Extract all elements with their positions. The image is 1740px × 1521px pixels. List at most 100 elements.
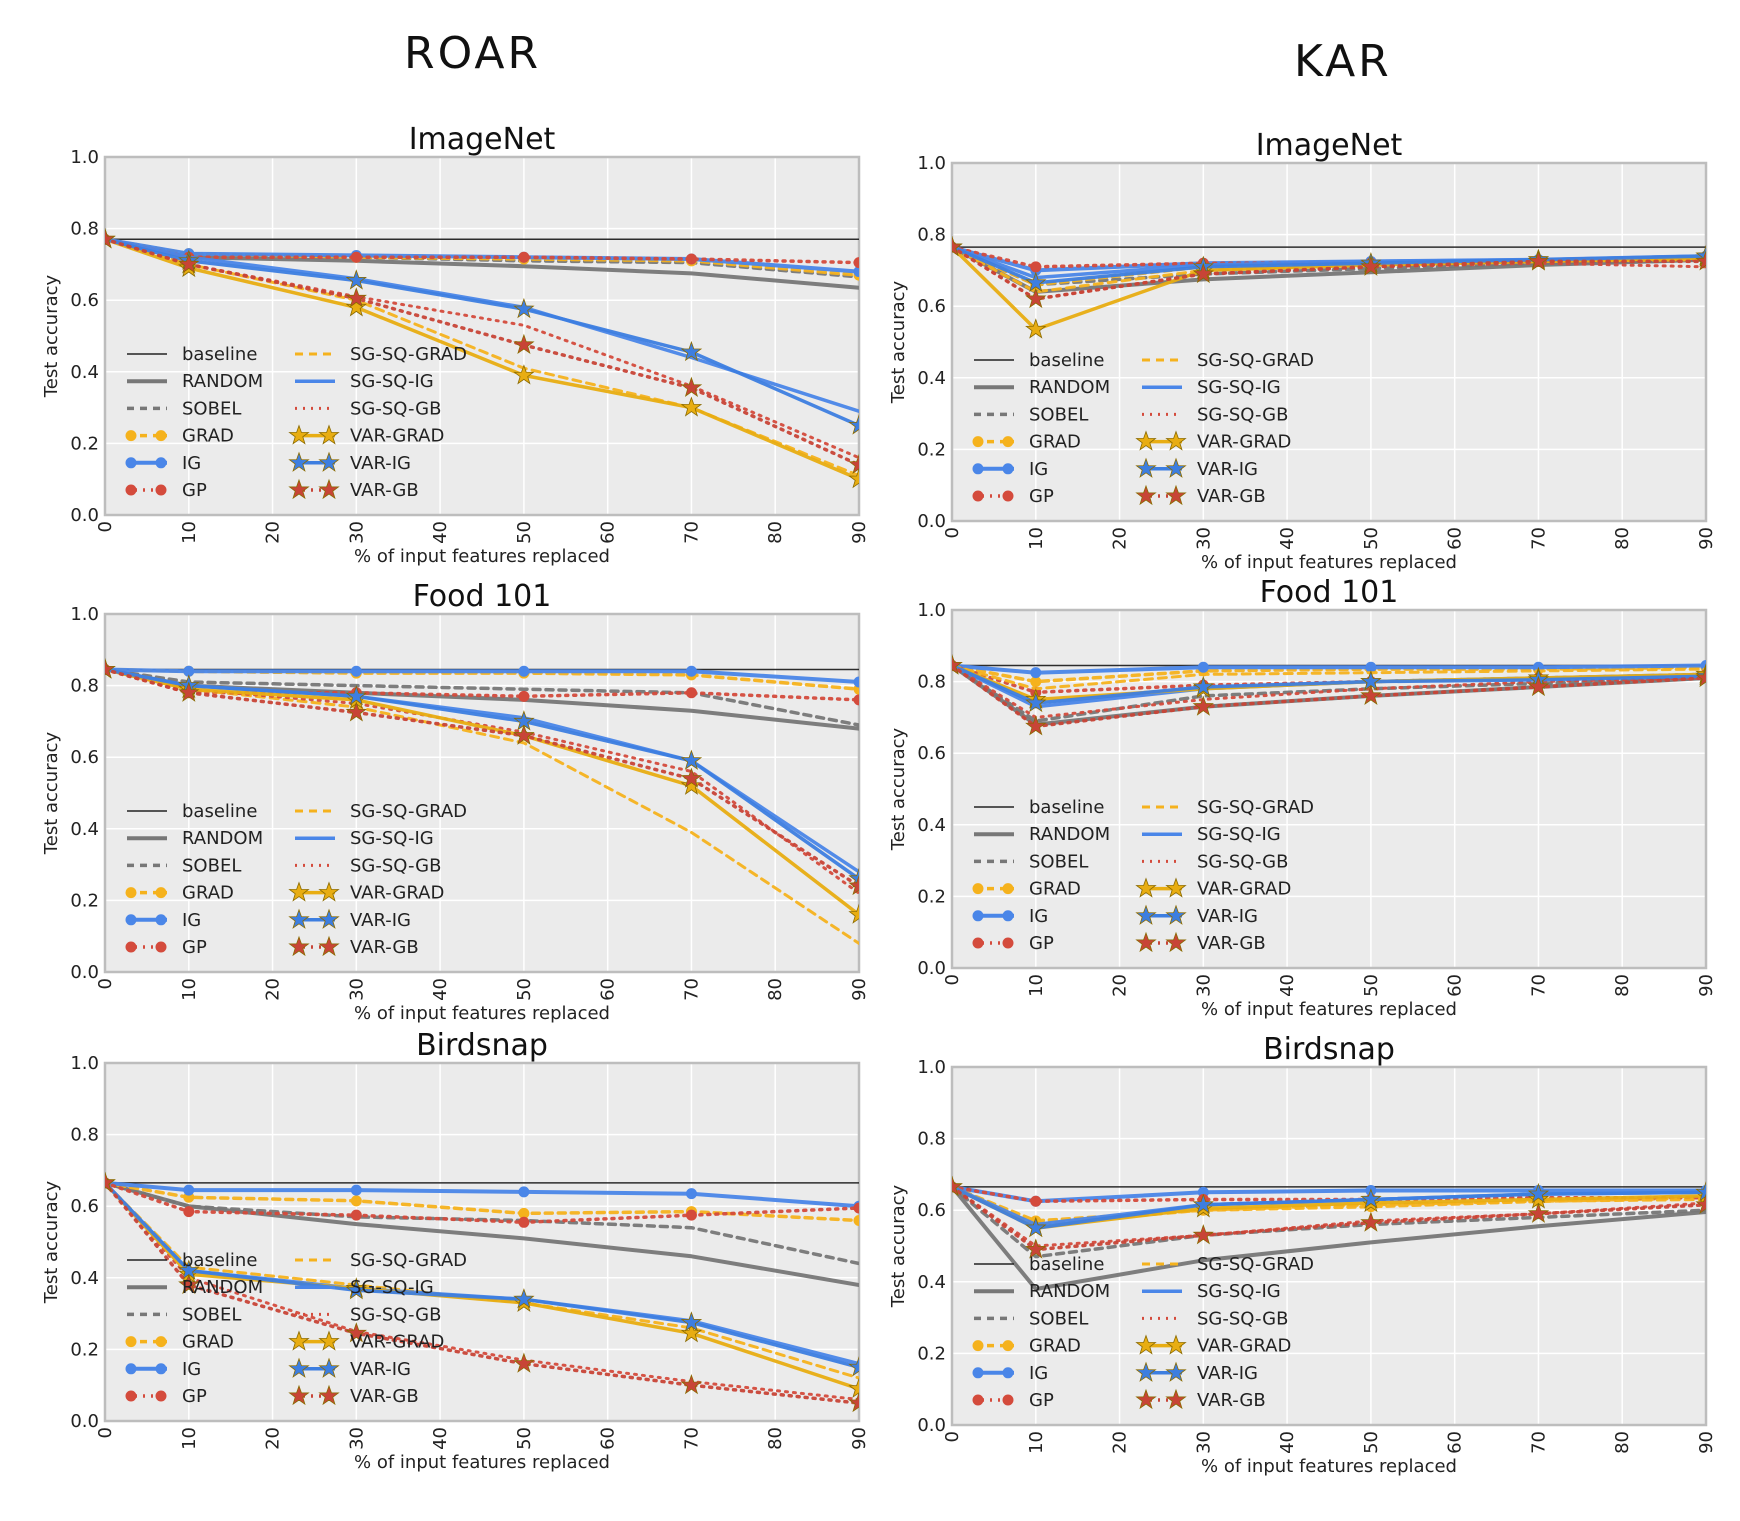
x-tick-label: 80 [765, 1427, 786, 1450]
point-var-grad [848, 467, 859, 489]
x-tick-label: 30 [346, 978, 367, 1001]
legend-marker [1165, 484, 1187, 506]
point-var-gb [1192, 262, 1214, 284]
legend-marker [1135, 931, 1157, 953]
y-tick-label: 0.2 [917, 1343, 946, 1364]
legend-marker [1135, 904, 1157, 925]
legend-label-grad: GRAD [1029, 879, 1081, 900]
x-tick-label: 40 [430, 978, 451, 1001]
y-tick-label: 0.2 [70, 890, 99, 911]
legend-marker [288, 424, 310, 445]
legend-label-grad: GRAD [182, 883, 234, 904]
x-tick-label: 60 [1445, 1431, 1466, 1454]
legend-marker [288, 451, 310, 472]
point-var-gb [1192, 695, 1214, 716]
legend-marker [1002, 1340, 1014, 1352]
legend-label-gp: GP [182, 480, 207, 501]
x-tick-label: 0 [95, 521, 116, 532]
point-var-ig [1025, 691, 1047, 713]
point-ig [518, 1186, 530, 1198]
legend-marker [972, 1394, 984, 1406]
x-tick-label: 70 [1528, 527, 1549, 550]
legend-label-var-grad: VAR-GRAD [1197, 432, 1291, 453]
point-var-gb [1695, 1193, 1706, 1214]
legend-label-sg-sq-grad: SG-SQ-GRAD [1197, 797, 1314, 818]
legend-label-grad: GRAD [182, 426, 234, 447]
x-tick-label: 30 [1193, 974, 1214, 997]
x-axis-label: % of input features replaced [354, 1003, 610, 1024]
point-var-ig [1192, 1193, 1214, 1214]
x-tick-label: 60 [598, 978, 619, 1001]
x-tick-label: 50 [1361, 527, 1382, 550]
legend: baseline RANDOM SOBEL GRAD IG GP SG-SQ-GRAD SG-… [972, 1254, 1314, 1411]
legend-label-sg-sq-ig: SG-SQ-IG [1197, 377, 1281, 398]
x-tick-label: 20 [263, 1427, 284, 1450]
y-tick-label: 1.0 [917, 1057, 946, 1078]
legend-label-gp: GP [1029, 1390, 1054, 1411]
x-tick-label: 60 [598, 521, 619, 544]
legend-label-var-ig: VAR-IG [350, 910, 411, 931]
series-line-var-gb [105, 667, 859, 888]
point-var-ig [345, 1279, 367, 1300]
point-var-gb [952, 1175, 963, 1196]
point-var-gb [178, 1273, 200, 1295]
point-var-ig [848, 1356, 859, 1377]
y-tick-label: 1.0 [70, 147, 99, 168]
legend-label-baseline: baseline [182, 1250, 257, 1271]
point-ig [518, 665, 530, 677]
legend-marker [318, 908, 340, 929]
y-tick-label: 0.0 [70, 505, 99, 526]
point-var-ig [513, 297, 535, 319]
legend-marker [972, 1340, 984, 1352]
legend-marker [1002, 1367, 1014, 1379]
legend-label-grad: GRAD [182, 1332, 234, 1353]
point-gp [853, 694, 859, 706]
point-var-gb [1360, 1211, 1382, 1232]
x-tick-label: 0 [942, 974, 963, 985]
legend-label-ig: IG [182, 1359, 201, 1380]
y-axis-label: Test accuracy [888, 280, 909, 404]
x-tick-label: 60 [1445, 974, 1466, 997]
legend-marker [972, 490, 984, 502]
point-var-gb [1695, 250, 1706, 271]
legend-label-sobel: SOBEL [1029, 851, 1088, 872]
x-tick-label: 0 [95, 1427, 116, 1438]
legend-label-var-gb: VAR-GB [1197, 933, 1266, 954]
y-axis-label: Test accuracy [41, 1180, 62, 1304]
legend-label-gp: GP [182, 1386, 207, 1407]
legend-label-sobel: SOBEL [182, 398, 241, 419]
point-var-ig [1192, 675, 1214, 697]
point-gp [350, 1209, 362, 1221]
series-line-sobel [952, 663, 1706, 723]
x-tick-label: 40 [1277, 1431, 1298, 1454]
legend-marker [155, 941, 167, 953]
legend-label-baseline: baseline [1029, 350, 1104, 371]
legend-label-sg-sq-gb: SG-SQ-GB [1197, 1308, 1288, 1329]
point-var-gb [105, 1171, 116, 1192]
point-var-ig [680, 1311, 703, 1332]
point-ig [853, 676, 859, 688]
y-tick-label: 0.2 [917, 886, 946, 907]
x-tick-label: 30 [346, 1427, 367, 1450]
legend-label-sg-sq-ig: SG-SQ-IG [1197, 824, 1281, 845]
x-tick-label: 10 [1026, 1431, 1047, 1454]
y-tick-label: 1.0 [70, 604, 99, 625]
y-tick-label: 0.0 [917, 511, 946, 532]
point-ig [1197, 661, 1209, 673]
x-axis-label: % of input features replaced [354, 1452, 610, 1473]
legend-label-random: RANDOM [1029, 824, 1110, 845]
point-var-ig [680, 749, 703, 770]
plot-area [105, 614, 859, 972]
point-var-ig [513, 1288, 535, 1309]
y-tick-label: 1.0 [917, 600, 946, 621]
point-var-grad [848, 903, 859, 924]
y-tick-label: 0.6 [917, 1200, 946, 1221]
point-var-ig [680, 340, 703, 362]
series-line-var-grad [105, 667, 859, 917]
chart-title: Food 101 [1260, 575, 1399, 610]
legend-marker [318, 478, 340, 500]
legend-label-ig: IG [182, 910, 201, 931]
y-tick-label: 0.4 [917, 368, 946, 389]
x-tick-label: 10 [1026, 974, 1047, 997]
series-line-var-ig [952, 663, 1706, 705]
